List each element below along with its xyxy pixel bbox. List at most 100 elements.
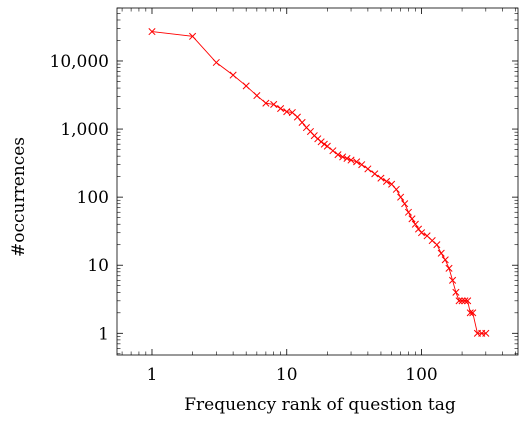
x-tick-label: 10 [276, 365, 298, 385]
data-point-marker [323, 142, 331, 150]
y-tick-label: 10 [87, 256, 109, 276]
marker-stroke [277, 105, 285, 113]
marker-stroke [397, 193, 405, 201]
marker-stroke [212, 58, 220, 67]
marker-stroke [433, 241, 441, 249]
marker-stroke [408, 215, 416, 223]
marker-stroke [371, 170, 379, 178]
data-point-marker [212, 58, 220, 67]
data-point-marker [334, 151, 342, 159]
marker-stroke [392, 185, 400, 193]
data-point-marker [392, 185, 400, 193]
marker-stroke [449, 276, 457, 284]
marker-stroke [364, 165, 372, 173]
data-point-marker [270, 100, 278, 108]
data-point-marker [411, 220, 419, 228]
marker-stroke [339, 153, 347, 161]
marker-stroke [283, 108, 291, 116]
marker-stroke [401, 200, 409, 208]
data-point-marker [148, 28, 156, 36]
data-point-marker [339, 153, 347, 161]
marker-stroke [293, 113, 301, 121]
marker-stroke [270, 100, 278, 108]
data-point-marker [253, 92, 261, 100]
data-point-marker [469, 309, 477, 317]
y-tick-label: 100 [77, 188, 109, 208]
data-point-marker [445, 264, 453, 272]
data-point-marker [401, 200, 409, 208]
axes-layer: 1 10 100 1 10 100 1,000 10,000 [50, 7, 519, 385]
marker-stroke [452, 288, 460, 296]
y-tick-label: 1 [98, 324, 109, 344]
data-point-marker [437, 249, 445, 257]
marker-stroke [461, 297, 469, 305]
marker-stroke [464, 297, 472, 305]
data-point-marker [189, 32, 197, 40]
data-point-marker [277, 105, 285, 113]
y-tick-label: 1,000 [60, 120, 109, 140]
marker-stroke [404, 208, 413, 216]
data-point-marker [347, 156, 355, 164]
marker-stroke [302, 124, 310, 132]
marker-stroke [253, 92, 261, 100]
marker-stroke [428, 237, 436, 245]
marker-stroke [343, 154, 351, 163]
marker-stroke [288, 108, 296, 117]
marker-stroke [353, 158, 361, 166]
data-point-marker [452, 288, 460, 296]
data-point-marker [317, 138, 325, 146]
series-line [151, 31, 486, 334]
data-point-marker [482, 329, 490, 337]
data-point-marker [229, 71, 237, 79]
data-point-marker [449, 276, 457, 284]
marker-stroke [466, 309, 474, 317]
data-point-marker [382, 177, 391, 186]
data-point-marker [298, 118, 306, 127]
data-point-marker [283, 108, 291, 116]
marker-stroke [329, 147, 337, 155]
data-point-marker [377, 174, 385, 182]
marker-stroke [317, 138, 325, 146]
data-point-marker [242, 82, 250, 90]
marker-stroke [242, 82, 250, 90]
data-point-marker [262, 99, 270, 107]
y-axis-label: #occurrences [9, 137, 29, 257]
data-point-marker [329, 147, 337, 155]
marker-stroke [262, 99, 270, 107]
data-point-marker [464, 297, 472, 305]
marker-stroke [377, 174, 385, 182]
marker-stroke [382, 177, 391, 186]
marker-stroke [423, 232, 431, 240]
marker-stroke [323, 142, 331, 150]
marker-stroke [469, 309, 477, 317]
data-point-marker [441, 256, 449, 264]
marker-stroke [229, 71, 237, 79]
y-tick-label: 10,000 [50, 52, 109, 72]
marker-stroke [347, 156, 355, 164]
x-axis-label: Frequency rank of question tag [184, 395, 456, 415]
x-tick-label: 100 [405, 365, 437, 385]
marker-stroke [298, 118, 306, 127]
data-point-marker [353, 158, 361, 166]
series-layer [148, 28, 490, 337]
marker-stroke [388, 180, 396, 188]
marker-stroke [445, 264, 453, 272]
marker-stroke [306, 127, 315, 136]
marker-stroke [441, 256, 449, 264]
data-point-marker [364, 165, 372, 173]
marker-stroke [189, 32, 197, 40]
data-point-marker [404, 208, 413, 216]
marker-stroke [310, 132, 318, 140]
data-point-marker [320, 140, 328, 148]
marker-stroke [414, 225, 423, 233]
marker-stroke [320, 140, 328, 148]
data-point-marker [408, 215, 416, 223]
data-point-marker [433, 241, 441, 249]
data-point-marker [417, 229, 426, 237]
data-point-marker [461, 297, 469, 305]
marker-stroke [455, 297, 463, 305]
data-point-marker [343, 154, 351, 163]
data-point-marker [458, 297, 466, 305]
